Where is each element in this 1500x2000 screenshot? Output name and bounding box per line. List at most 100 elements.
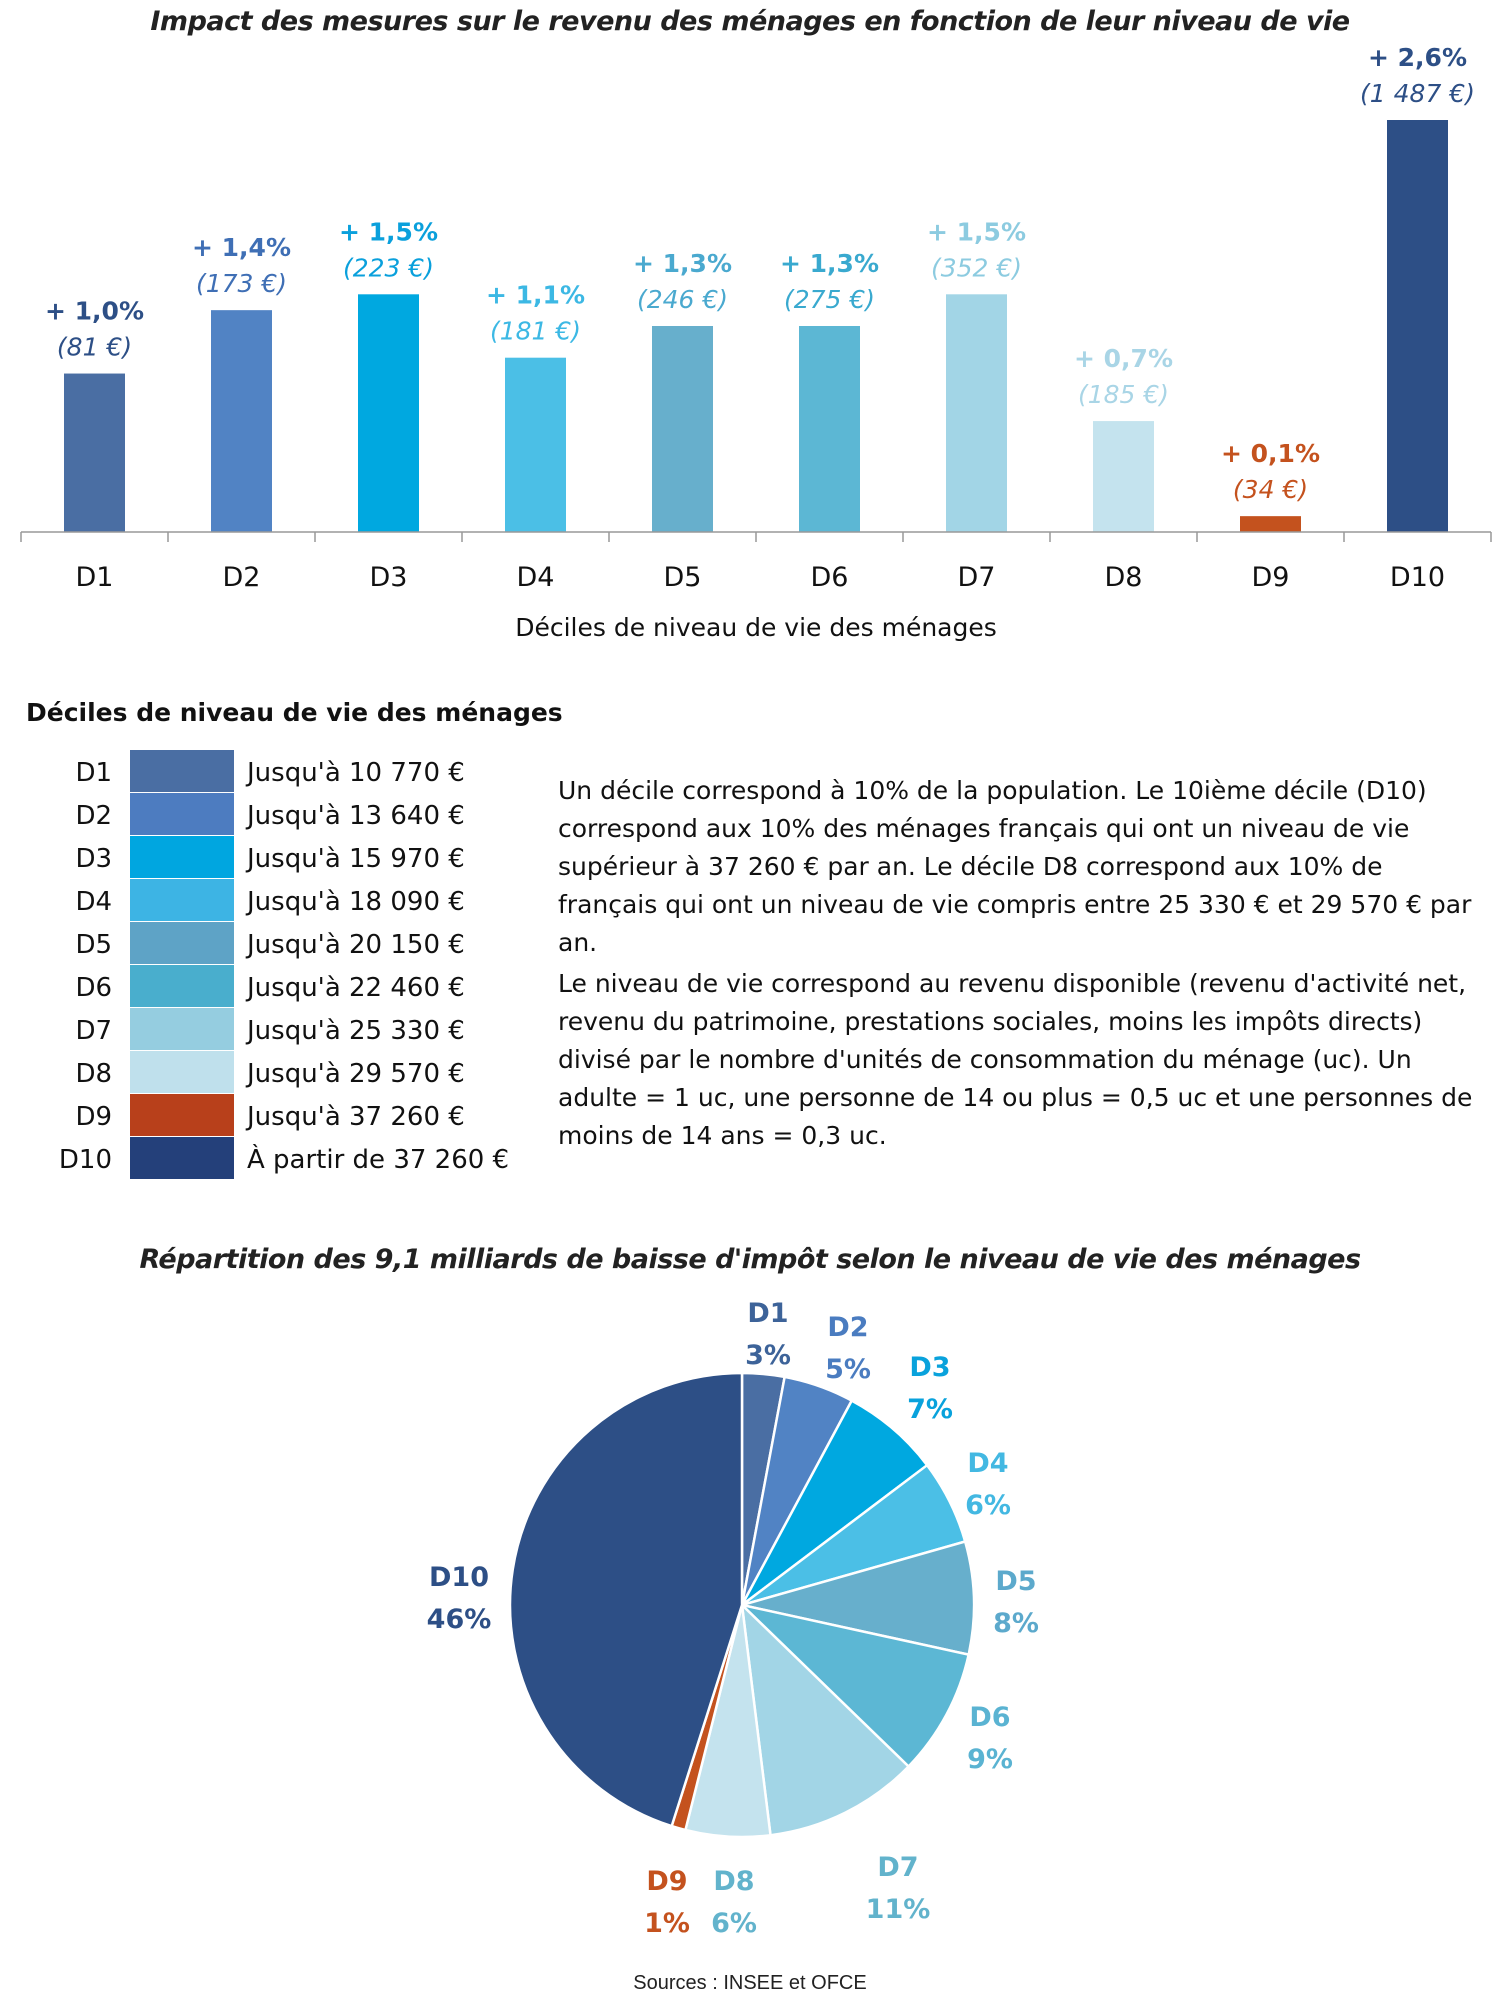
x-tick-label: D8 bbox=[1105, 562, 1143, 593]
legend-swatch bbox=[130, 879, 234, 921]
legend-row: D6 Jusqu'à 22 460 € bbox=[40, 965, 560, 1008]
pie-label-name: D3 bbox=[909, 1352, 950, 1383]
pie-label-name: D4 bbox=[967, 1448, 1008, 1479]
bar-euro-label: (223 €) bbox=[343, 253, 434, 282]
x-tick-label: D6 bbox=[811, 562, 849, 593]
x-tick-label: D7 bbox=[958, 562, 996, 593]
bar-euro-label: (275 €) bbox=[784, 285, 875, 314]
legend-row: D10 À partir de 37 260 € bbox=[40, 1137, 560, 1180]
bar-pct-label: + 2,6% bbox=[1368, 43, 1467, 72]
bar-euro-label: (34 €) bbox=[1233, 475, 1308, 504]
bar-euro-label: (181 €) bbox=[490, 317, 581, 346]
bar-euro-label: (173 €) bbox=[196, 269, 287, 298]
legend-row: D2 Jusqu'à 13 640 € bbox=[40, 793, 560, 836]
bar-d6 bbox=[799, 326, 860, 532]
bar-pct-label: + 1,0% bbox=[45, 297, 144, 326]
pie-chart-title: Répartition des 9,1 milliards de baisse … bbox=[139, 1244, 1361, 1275]
pie-slice-d5 bbox=[741, 1539, 976, 1657]
legend-range: Jusqu'à 22 460 € bbox=[247, 973, 465, 1003]
legend-row: D9 Jusqu'à 37 260 € bbox=[40, 1094, 560, 1137]
pie-label-value: 5% bbox=[825, 1354, 871, 1385]
bar-pct-label: + 1,5% bbox=[339, 217, 438, 246]
source-note: Sources : INSEE et OFCE bbox=[633, 1972, 867, 1994]
legend-row: D8 Jusqu'à 29 570 € bbox=[40, 1051, 560, 1094]
bar-euro-label: (81 €) bbox=[57, 333, 132, 362]
legend-row: D5 Jusqu'à 20 150 € bbox=[40, 922, 560, 965]
legend-decile: D4 bbox=[75, 887, 112, 917]
legend-range: Jusqu'à 37 260 € bbox=[247, 1102, 465, 1132]
x-axis-title: Déciles de niveau de vie des ménages bbox=[515, 613, 997, 642]
legend-swatch bbox=[130, 750, 234, 792]
pie-label-value: 3% bbox=[745, 1340, 791, 1371]
bar-pct-label: + 1,5% bbox=[927, 217, 1026, 246]
pie-label-value: 6% bbox=[711, 1908, 757, 1939]
pie-label-name: D9 bbox=[646, 1866, 687, 1897]
pie-label-value: 11% bbox=[866, 1894, 931, 1925]
bar-d2 bbox=[211, 310, 272, 532]
legend-swatch bbox=[130, 1008, 234, 1050]
x-tick-label: D3 bbox=[370, 562, 408, 593]
bar-pct-label: + 1,3% bbox=[780, 249, 879, 278]
legend-range: Jusqu'à 29 570 € bbox=[247, 1059, 465, 1089]
legend-swatch bbox=[130, 836, 234, 878]
bar-d9 bbox=[1240, 516, 1301, 532]
legend-range: À partir de 37 260 € bbox=[247, 1145, 510, 1175]
pie-label-value: 7% bbox=[907, 1394, 953, 1425]
bar-d7 bbox=[946, 294, 1007, 532]
legend-decile: D8 bbox=[75, 1059, 112, 1089]
bar-d4 bbox=[505, 357, 566, 532]
legend-swatch bbox=[130, 1051, 234, 1093]
pie-label-name: D8 bbox=[713, 1866, 754, 1897]
legend-decile: D10 bbox=[58, 1145, 112, 1175]
pie-label-name: D6 bbox=[969, 1702, 1010, 1733]
legend-range: Jusqu'à 18 090 € bbox=[247, 887, 465, 917]
bar-pct-label: + 1,3% bbox=[633, 249, 732, 278]
legend-range: Jusqu'à 10 770 € bbox=[247, 758, 465, 788]
pie-label-value: 6% bbox=[965, 1490, 1011, 1521]
decile-legend: D1 Jusqu'à 10 770 € D2 Jusqu'à 13 640 € D3 Ju… bbox=[40, 750, 560, 1180]
legend-decile: D1 bbox=[75, 758, 112, 788]
legend-range: Jusqu'à 20 150 € bbox=[247, 930, 465, 960]
pie-label-value: 8% bbox=[993, 1608, 1039, 1639]
legend-swatch bbox=[130, 1094, 234, 1136]
bar-pct-label: + 1,1% bbox=[486, 281, 585, 310]
pie-slice-d10 bbox=[508, 1371, 744, 1828]
bar-euro-label: (352 €) bbox=[931, 253, 1022, 282]
legend-range: Jusqu'à 13 640 € bbox=[247, 801, 465, 831]
pie-chart: D1 3% D2 5% D3 7% D4 6% D5 8% D6 9% D7 11% D8 6% D9 1% D10… bbox=[427, 1298, 1039, 1939]
bar-euro-label: (185 €) bbox=[1078, 380, 1169, 409]
bar-pct-label: + 0,7% bbox=[1074, 344, 1173, 373]
bar-d3 bbox=[358, 294, 419, 532]
legend-row: D7 Jusqu'à 25 330 € bbox=[40, 1008, 560, 1051]
bar-euro-label: (1 487 €) bbox=[1360, 79, 1475, 108]
x-tick-label: D5 bbox=[664, 562, 702, 593]
x-tick-label: D4 bbox=[517, 562, 555, 593]
bar-chart-title: Impact des mesures sur le revenu des mén… bbox=[150, 6, 1350, 37]
bar-chart: + 1,0% (81 €) D1 + 1,4% (173 €) D2 + 1,5% (223 … bbox=[20, 43, 1492, 642]
pie-label-name: D2 bbox=[827, 1312, 868, 1343]
legend-swatch bbox=[130, 793, 234, 835]
legend-decile: D9 bbox=[75, 1102, 112, 1132]
bar-d5 bbox=[652, 326, 713, 532]
bar-d8 bbox=[1093, 421, 1154, 532]
legend-decile: D6 bbox=[75, 973, 112, 1003]
legend-decile: D7 bbox=[75, 1016, 112, 1046]
x-tick-label: D10 bbox=[1390, 562, 1445, 593]
legend-row: D1 Jusqu'à 10 770 € bbox=[40, 750, 560, 793]
legend-range: Jusqu'à 15 970 € bbox=[247, 844, 465, 874]
legend-swatch bbox=[130, 1137, 234, 1179]
note-paragraph-1: Un décile correspond à 10% de la populat… bbox=[558, 776, 1472, 957]
x-tick-label: D1 bbox=[76, 562, 114, 593]
bar-d10 bbox=[1387, 120, 1448, 532]
x-tick-label: D2 bbox=[223, 562, 261, 593]
pie-label-name: D5 bbox=[995, 1566, 1036, 1597]
pie-label-name: D7 bbox=[877, 1852, 918, 1883]
legend-decile: D3 bbox=[75, 844, 112, 874]
note-paragraph-2: Le niveau de vie correspond au revenu di… bbox=[558, 969, 1473, 1150]
legend-title: Déciles de niveau de vie des ménages bbox=[26, 698, 563, 727]
pie-label-value: 46% bbox=[427, 1604, 492, 1635]
bar-d1 bbox=[64, 373, 125, 532]
pie-label-name: D10 bbox=[429, 1562, 489, 1593]
bar-euro-label: (246 €) bbox=[637, 285, 728, 314]
pie-label-value: 9% bbox=[967, 1744, 1013, 1775]
